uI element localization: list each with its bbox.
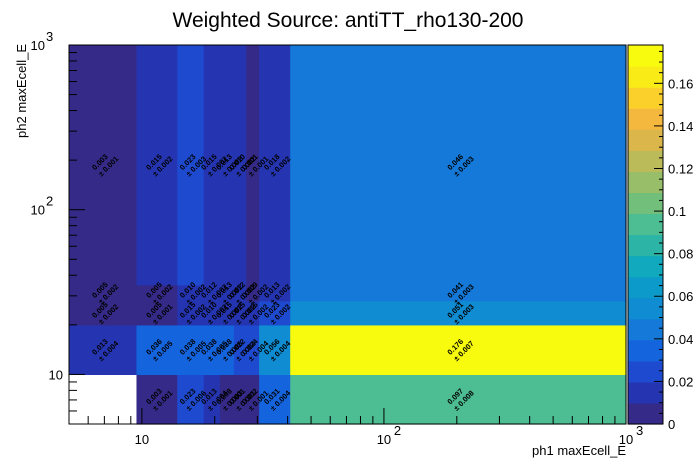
y-axis-title: ph2 maxEcell_E [14, 44, 29, 138]
colorbar-swatch [628, 297, 663, 320]
heatmap-cell [233, 374, 247, 425]
colorbar-swatch [628, 192, 663, 215]
heatmap-cell [136, 324, 178, 376]
colorbar-swatch [628, 276, 663, 299]
colorbar-swatch [628, 129, 663, 151]
heatmap-cell [246, 45, 260, 286]
heatmap-cell [136, 45, 178, 286]
heatmap-cell [203, 374, 221, 425]
colorbar-tick-label: 0 [668, 417, 675, 432]
plot-frame [68, 44, 627, 425]
heatmap-cell [233, 45, 247, 286]
heatmap-cell [136, 374, 178, 425]
heatmap-cell [290, 300, 627, 326]
heatmap-cell [246, 324, 260, 376]
heatmap-cell [259, 45, 291, 286]
heatmap-cell [203, 284, 221, 302]
color-scale-bar: 0 0.02 0.04 0.06 0.08 0.1 0.12 0.14 0.16 [627, 44, 693, 432]
colorbar-swatch [628, 87, 663, 109]
colorbar-swatch [628, 339, 663, 362]
heatmap-cell [233, 300, 247, 326]
heatmap-cell [177, 374, 205, 425]
heatmap-cell [203, 300, 221, 326]
heatmap-cell [69, 300, 138, 326]
colorbar-swatch [628, 360, 663, 383]
chart-title: Weighted Source: antiTT_rho130-200 [173, 9, 524, 32]
heatmap-cell [290, 45, 627, 286]
y-tick-exponent: 3 [46, 29, 53, 44]
heatmap-cell [69, 45, 138, 286]
x-tick-label: 10 [619, 432, 633, 447]
heatmap-cell [177, 300, 205, 326]
colorbar-tick-label: 0.08 [668, 247, 693, 262]
y-tick-label: 10 [31, 38, 45, 53]
heatmap-cell [177, 45, 205, 286]
heatmap-cell [246, 284, 260, 302]
heatmap-cell [259, 374, 291, 425]
colorbar-tick-label: 0.16 [668, 76, 693, 91]
x-tick-label: 10 [377, 432, 391, 447]
heatmap-cell [203, 324, 221, 376]
heatmap-cell [246, 300, 260, 326]
heatmap-cell [69, 284, 138, 302]
y-tick-label: 10 [31, 203, 45, 218]
colorbar-swatch [628, 66, 663, 88]
heatmap-cell [136, 284, 178, 302]
colorbar-swatch [628, 381, 663, 404]
heatmap-cell [177, 284, 205, 302]
colorbar-tick-label: 0.14 [668, 119, 693, 134]
colorbar-swatch [628, 171, 663, 193]
heatmap-cell [233, 284, 247, 302]
heatmap-cell [259, 300, 291, 326]
colorbar-swatch [628, 213, 663, 236]
y-tick-label: 10 [49, 367, 63, 382]
heatmap-cell [219, 284, 235, 302]
heatmap-cell [203, 45, 221, 286]
heatmap-cell [290, 284, 627, 302]
heatmap-cell [290, 324, 627, 376]
colorbar-tick-label: 0.04 [668, 332, 693, 347]
y-tick-exponent: 2 [46, 194, 53, 209]
colorbar-tick-label: 0.12 [668, 161, 693, 176]
colorbar-tick-label: 0.06 [668, 289, 693, 304]
heatmap-cell [219, 374, 235, 425]
heatmap-cell [177, 324, 205, 376]
heatmap-cell [246, 374, 260, 425]
colorbar-swatch [628, 108, 663, 130]
colorbar-swatch [628, 402, 663, 425]
x-axis-title: ph1 maxEcell_E [532, 443, 626, 458]
colorbar-swatch [628, 234, 663, 257]
heatmap-cell [219, 45, 235, 286]
colorbar-swatch [628, 150, 663, 172]
colorbar-swatch [628, 45, 663, 67]
colorbar-swatch [628, 318, 663, 341]
heatmap-cell [219, 324, 235, 376]
colorbar-tick-label: 0.1 [668, 204, 686, 219]
colorbar-swatch [628, 255, 663, 278]
heatmap-cells [69, 45, 627, 425]
colorbar-frame [627, 44, 664, 425]
x-tick-label: 10 [135, 432, 149, 447]
x-tick-exponent: 3 [636, 423, 643, 438]
heatmap-cell [136, 300, 178, 326]
heatmap-cell [219, 300, 235, 326]
heatmap-cell [69, 324, 138, 376]
heatmap-cell [259, 324, 291, 376]
x-tick-exponent: 2 [394, 423, 401, 438]
heatmap-cell [233, 324, 247, 376]
colorbar-tick-label: 0.02 [668, 374, 693, 389]
heatmap-cell [259, 284, 291, 302]
